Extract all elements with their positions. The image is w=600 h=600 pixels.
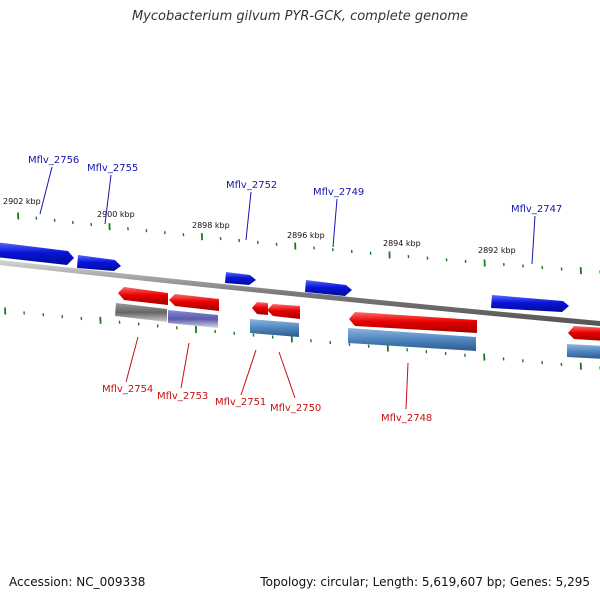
ruler-label: 2892 kbp — [478, 246, 516, 255]
reverse-gene-arrow[interactable] — [169, 294, 219, 311]
ruler-label: 2902 kbp — [3, 197, 41, 206]
ruler-label: 2896 kbp — [287, 231, 325, 240]
accession-text: Accession: NC_009338 — [9, 575, 146, 589]
leader-line — [531, 215, 536, 265]
reverse-gene-arrow[interactable] — [118, 287, 168, 305]
forward-gene-arrow[interactable] — [0, 242, 74, 265]
reverse-gene-arrow[interactable] — [267, 304, 300, 319]
cds-feature[interactable] — [168, 310, 218, 328]
gene-label[interactable]: Mflv_2750 — [270, 403, 321, 414]
leader-line — [180, 342, 190, 389]
cds-feature[interactable] — [250, 319, 299, 337]
gene-label[interactable]: Mflv_2747 — [511, 204, 562, 215]
leader-line — [245, 191, 252, 241]
leader-line — [240, 349, 257, 396]
ruler-label: 2900 kbp — [97, 210, 135, 219]
leader-line — [39, 166, 53, 215]
gene-label[interactable]: Mflv_2749 — [313, 187, 364, 198]
gene-label[interactable]: Mflv_2756 — [28, 155, 79, 166]
ruler-label: 2898 kbp — [192, 221, 230, 230]
forward-gene-arrow[interactable] — [305, 280, 352, 296]
outer-tick-ruler — [17, 212, 600, 275]
gene-label[interactable]: Mflv_2751 — [215, 397, 266, 408]
reverse-gene-arrow[interactable] — [568, 326, 600, 341]
genome-summary-text: Topology: circular; Length: 5,619,607 bp… — [260, 575, 590, 589]
forward-gene-arrow[interactable] — [225, 272, 256, 285]
forward-gene-arrow[interactable] — [77, 255, 121, 271]
gene-label[interactable]: Mflv_2755 — [87, 163, 138, 174]
inner-tick-ruler — [4, 307, 600, 370]
cds-feature[interactable] — [567, 344, 600, 359]
page-title: Mycobacterium gilvum PYR-GCK, complete g… — [131, 9, 469, 24]
leader-line — [104, 174, 112, 225]
reverse-gene-arrow[interactable] — [252, 302, 268, 315]
ruler-label: 2894 kbp — [383, 239, 421, 248]
gene-label[interactable]: Mflv_2752 — [226, 180, 277, 191]
leader-line — [332, 198, 338, 248]
gene-label[interactable]: Mflv_2748 — [381, 413, 432, 424]
leader-line — [278, 351, 296, 399]
gene-label[interactable]: Mflv_2754 — [102, 384, 153, 395]
cds-feature[interactable] — [348, 328, 476, 351]
leader-line — [125, 336, 139, 383]
gene-label[interactable]: Mflv_2753 — [157, 391, 208, 402]
forward-gene-arrow[interactable] — [491, 295, 569, 312]
reverse-gene-arrow[interactable] — [349, 312, 477, 333]
genome-backbone — [0, 260, 600, 327]
cds-feature[interactable] — [115, 303, 167, 322]
leader-line — [405, 362, 409, 410]
